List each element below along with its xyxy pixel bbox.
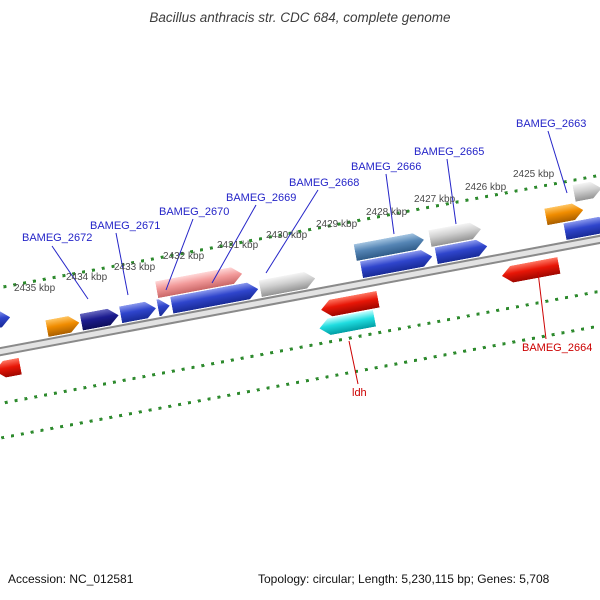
ruler-label-2434: 2434 kbp bbox=[66, 272, 108, 283]
ruler-label-2428: 2428 kbp bbox=[366, 207, 408, 218]
accession-text: Accession: NC_012581 bbox=[8, 572, 134, 586]
gene-label-bameg-2663[interactable]: BAMEG_2663 bbox=[516, 118, 587, 130]
ruler-label-2432: 2432 kbp bbox=[163, 251, 205, 262]
ruler-label-2429: 2429 kbp bbox=[316, 219, 358, 230]
ruler-label-2433: 2433 kbp bbox=[114, 262, 156, 273]
gene-label-bameg-2664[interactable]: BAMEG_2664 bbox=[522, 342, 593, 354]
gene-label-ldh[interactable]: ldh bbox=[352, 387, 367, 399]
gene-label-bameg-2669[interactable]: BAMEG_2669 bbox=[226, 192, 297, 204]
gene-arrow-blue-small[interactable] bbox=[156, 297, 171, 316]
gene-label-bameg-2670[interactable]: BAMEG_2670 bbox=[159, 206, 230, 218]
gene-label-bameg-2672[interactable]: BAMEG_2672 bbox=[22, 232, 93, 244]
gene-label-bameg-2665[interactable]: BAMEG_2665 bbox=[414, 146, 485, 158]
ruler-label-2425: 2425 kbp bbox=[513, 169, 555, 180]
page-title: Bacillus anthracis str. CDC 684, complet… bbox=[149, 10, 451, 25]
gene-arrow-blue-edge-left[interactable] bbox=[0, 309, 12, 329]
ruler-label-2426: 2426 kbp bbox=[465, 182, 507, 193]
topology-summary-text: Topology: circular; Length: 5,230,115 bp… bbox=[258, 572, 550, 586]
gene-arrow-gray-edge-right[interactable] bbox=[572, 180, 600, 202]
gene-arrow-red-edge-left[interactable] bbox=[0, 358, 22, 379]
ruler-label-2430: 2430 kbp bbox=[266, 230, 308, 241]
ruler-label-2435: 2435 kbp bbox=[14, 283, 56, 294]
gene-arrow-bameg-2664[interactable] bbox=[500, 257, 560, 284]
gene-label-bameg-2668[interactable]: BAMEG_2668 bbox=[289, 177, 360, 189]
ruler-label-2431: 2431 kbp bbox=[217, 240, 259, 251]
gene-label-bameg-2671[interactable]: BAMEG_2671 bbox=[90, 220, 161, 232]
ruler-label-2427: 2427 kbp bbox=[414, 194, 456, 205]
gene-label-bameg-2666[interactable]: BAMEG_2666 bbox=[351, 161, 422, 173]
